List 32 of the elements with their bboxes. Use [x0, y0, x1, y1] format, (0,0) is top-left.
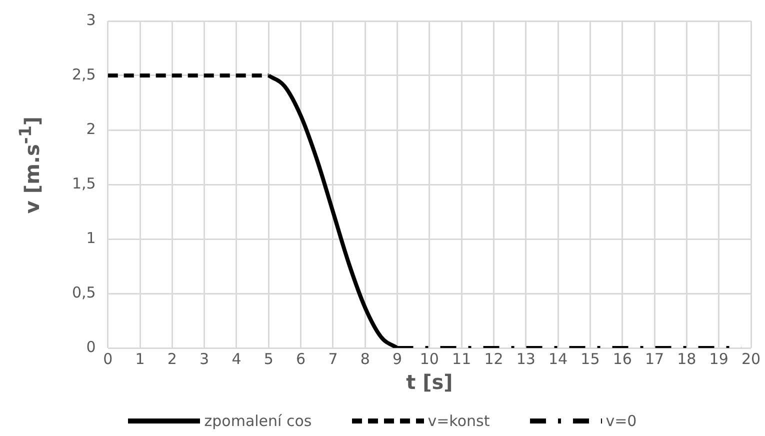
x-tick-label: 8 — [360, 350, 370, 368]
x-tick-label: 19 — [709, 350, 728, 368]
x-tick-label: 10 — [420, 350, 439, 368]
x-axis-title: t [s] — [406, 370, 453, 394]
x-tick-label: 7 — [328, 350, 338, 368]
y-tick-label: 3 — [86, 10, 96, 29]
x-tick-label: 5 — [264, 350, 274, 368]
legend-label: v=0 — [606, 412, 637, 430]
x-tick-label: 14 — [548, 350, 568, 368]
x-tick-label: 12 — [484, 350, 504, 368]
x-tick-label: 16 — [612, 350, 632, 368]
y-tick-label: 1,5 — [72, 174, 96, 192]
x-tick-label: 18 — [677, 350, 696, 368]
x-tick-label: 0 — [103, 350, 113, 368]
x-tick-label: 20 — [741, 350, 761, 368]
x-tick-label: 9 — [392, 350, 402, 368]
x-tick-label: 2 — [167, 350, 177, 368]
x-tick-label: 3 — [200, 350, 210, 368]
y-tick-label: 0 — [86, 338, 96, 356]
y-tick-label: 2,5 — [72, 65, 96, 84]
legend-label: v=konst — [428, 412, 490, 430]
y-tick-label: 2 — [86, 120, 96, 138]
x-tick-label: 15 — [580, 350, 600, 368]
x-tick-label: 4 — [232, 350, 242, 368]
legend-label: zpomalení cos — [204, 412, 312, 430]
x-tick-label: 1 — [135, 350, 145, 368]
x-tick-label: 11 — [452, 350, 472, 368]
x-tick-label: 13 — [516, 350, 536, 368]
x-tick-label: 6 — [296, 350, 306, 368]
y-tick-label: 0,5 — [72, 283, 96, 302]
y-tick-label: 1 — [86, 228, 96, 247]
x-tick-label: 17 — [644, 350, 664, 368]
